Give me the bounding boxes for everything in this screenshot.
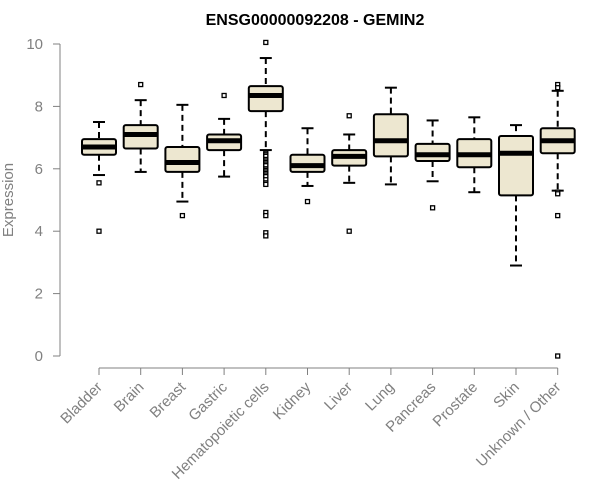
y-tick-label: 6	[35, 161, 43, 178]
iqr-box	[372, 113, 409, 158]
box-hematopoietic-cells	[247, 39, 284, 239]
box-brain	[122, 81, 159, 173]
box-breast	[164, 103, 201, 219]
x-tick-label: Skin	[490, 379, 523, 412]
x-tick-label: Liver	[321, 379, 356, 414]
box-gastric	[206, 92, 243, 178]
outlier-point	[555, 85, 561, 91]
outlier-point	[138, 81, 144, 88]
box-unknown-other	[539, 81, 576, 359]
box-bladder	[81, 121, 117, 234]
box-kidney	[289, 127, 326, 205]
outlier-point	[96, 228, 102, 234]
x-tick-label: Lung	[362, 379, 398, 415]
y-axis-title: Expression	[0, 163, 17, 237]
outlier-point	[555, 191, 561, 197]
x-tick-label: Kidney	[270, 378, 315, 423]
outlier-point	[96, 180, 102, 186]
outlier-point	[263, 181, 269, 188]
outlier-point	[346, 228, 352, 234]
box-prostate	[456, 116, 493, 194]
outlier-point	[346, 113, 352, 119]
box-skin	[498, 124, 534, 267]
box-pancreas	[414, 119, 451, 211]
chart-title: ENSG00000092208 - GEMIN2	[206, 12, 425, 29]
x-tick-label: Prostate	[430, 379, 482, 431]
outlier-point	[221, 92, 227, 99]
outlier-point	[263, 212, 269, 219]
outlier-point	[555, 353, 561, 359]
x-tick-label: Brain	[111, 379, 148, 416]
iqr-box	[164, 145, 201, 173]
outlier-point	[304, 198, 311, 205]
x-tick-label: Bladder	[57, 379, 106, 428]
y-tick-label: 4	[35, 223, 43, 240]
box-liver	[331, 113, 368, 234]
outlier-point	[263, 233, 269, 239]
outlier-point	[555, 212, 561, 219]
y-tick-label: 8	[35, 98, 43, 115]
outlier-point	[263, 39, 269, 46]
y-tick-label: 0	[35, 348, 43, 365]
y-axis: 0 2 4 6 8 10	[26, 36, 61, 365]
outlier-point	[429, 205, 436, 211]
iqr-box	[498, 135, 534, 197]
outlier-point	[179, 212, 186, 219]
iqr-box	[247, 85, 284, 113]
x-tick-label: Breast	[147, 378, 190, 421]
box-series	[81, 39, 576, 359]
box-lung	[372, 86, 409, 186]
y-tick-label: 10	[26, 36, 43, 53]
y-tick-label: 2	[35, 286, 43, 303]
